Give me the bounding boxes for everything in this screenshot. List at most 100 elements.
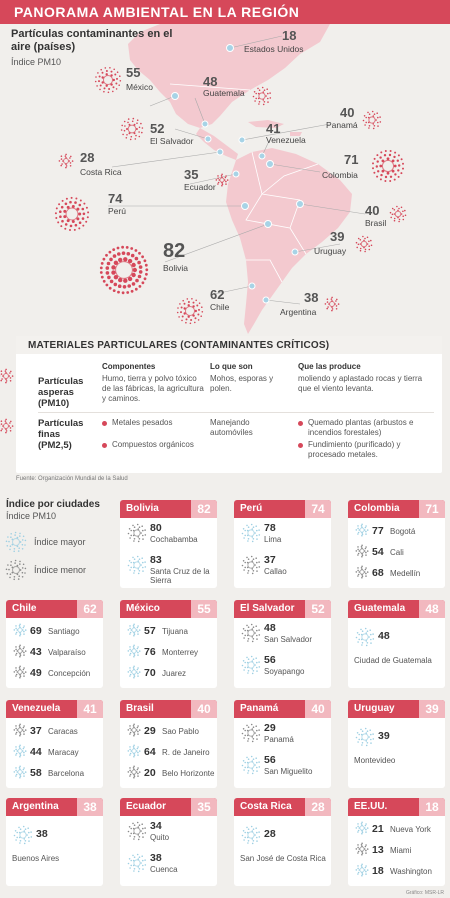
- city-name: San José de Costa Rica: [240, 854, 326, 863]
- city-value: 58: [30, 767, 42, 779]
- particle-cluster: [252, 86, 272, 106]
- particle-icon: [241, 755, 261, 775]
- city-value: 57: [144, 625, 156, 637]
- city-card: Guatemala 48 48 Ciudad de Guatemala: [348, 600, 445, 688]
- fine-name: Partículas finas (PM2,5): [38, 418, 84, 451]
- fine-produce-2: Fundimiento (purificado) y procesado met…: [308, 440, 401, 459]
- particle-cluster: [99, 245, 149, 295]
- city-card: Panamá 40 29 Panamá 56 San Miguelito: [234, 700, 331, 788]
- materials-panel: MATERIALES PARTICULARES (CONTAMINANTES C…: [16, 336, 442, 473]
- city-name: Bogotá: [390, 527, 416, 536]
- city-name: Cuenca: [150, 865, 178, 874]
- particle-cluster: [120, 117, 144, 141]
- card-country: Perú: [240, 503, 263, 514]
- card-country-value: 18: [419, 798, 445, 816]
- source-note: Fuente: Organización Mundial de la Salud: [16, 476, 128, 482]
- particle-icon: [355, 821, 369, 835]
- col-components: Componentes: [102, 362, 156, 371]
- card-country: El Salvador: [240, 603, 295, 614]
- country-label: Perú: [108, 206, 126, 216]
- country-value: 40: [340, 105, 355, 120]
- particle-icon: [127, 665, 141, 679]
- city-name: San Salvador: [264, 635, 313, 644]
- city-name: Buenos Aires: [12, 854, 60, 863]
- particle-icon: [13, 623, 27, 637]
- card-country: Uruguay: [354, 703, 395, 714]
- city-value: 54: [372, 546, 384, 558]
- card-header: Venezuela 41: [6, 700, 103, 718]
- bullet-dot: [298, 421, 303, 426]
- city-row: 83 Santa Cruz de la Sierra: [120, 554, 217, 585]
- coarse-name: Partículas asperas (PM10): [38, 376, 84, 409]
- south-america-landmass: [226, 148, 352, 334]
- legend-icons: [5, 531, 27, 581]
- country-value: 38: [304, 290, 319, 305]
- city-name: Concepción: [48, 669, 91, 678]
- fine-produce-1: Quemado plantas (arbustos e incendios fo…: [308, 418, 414, 437]
- card-header: Colombia 71: [348, 500, 445, 518]
- country-label: Guatemala: [203, 88, 245, 98]
- city-row: 58 Barcelona: [6, 764, 103, 784]
- city-name: Miami: [390, 846, 412, 855]
- city-value: 48: [264, 622, 276, 634]
- fine-component-2: Compuestos orgánicos: [112, 440, 194, 449]
- country-value: 40: [365, 203, 380, 218]
- city-value: 39: [378, 730, 390, 742]
- particle-icon: [355, 523, 369, 537]
- card-header: Ecuador 35: [120, 798, 217, 816]
- city-row: 56 Soyapango: [234, 654, 331, 684]
- legend-high-label: Índice mayor: [34, 537, 86, 547]
- city-value: 78: [264, 522, 276, 534]
- particle-cluster: [389, 205, 407, 223]
- particle-icon: [127, 644, 141, 658]
- city-value: 37: [30, 725, 42, 737]
- city-card: Colombia 71 77 Bogotá 54 Cali 68 Medellín: [348, 500, 445, 588]
- city-name: Montevideo: [354, 756, 396, 765]
- card-country: Argentina: [12, 801, 59, 812]
- central-america-landmass: [196, 128, 238, 160]
- cities-title: Índice por ciudades: [6, 499, 100, 510]
- particle-icon: [127, 723, 141, 737]
- city-name: Soyapango: [264, 667, 305, 676]
- col-produce: Que las produce: [298, 362, 361, 371]
- city-card: Perú 74 78 Lima 37 Callao: [234, 500, 331, 588]
- city-value: 38: [150, 852, 162, 864]
- city-value: 29: [264, 722, 276, 734]
- country-label: Estados Unidos: [244, 44, 304, 54]
- city-value: 13: [372, 844, 384, 856]
- city-name: Cochabamba: [150, 535, 198, 544]
- city-row: 37 Callao: [234, 554, 331, 584]
- city-value: 77: [372, 525, 384, 537]
- city-name: Panamá: [264, 735, 294, 744]
- city-name: Quito: [150, 833, 170, 842]
- particle-icon: [241, 623, 261, 643]
- country-value: 39: [330, 229, 345, 244]
- country-value: 28: [80, 150, 95, 165]
- city-name: Maracay: [48, 748, 79, 757]
- card-country-value: 74: [305, 500, 331, 518]
- city-row: 29 Sao Pablo: [120, 722, 217, 742]
- city-name: San Miguelito: [264, 767, 313, 776]
- cities-subtitle: Índice PM10: [6, 511, 57, 521]
- city-value: 70: [144, 667, 156, 679]
- particle-icon: [355, 544, 369, 558]
- city-card: Uruguay 39 39 Montevideo: [348, 700, 445, 788]
- city-value: 80: [150, 522, 162, 534]
- particle-icon: [13, 825, 33, 845]
- city-value: 21: [372, 823, 384, 835]
- country-value: 18: [282, 28, 297, 43]
- card-country: Costa Rica: [240, 801, 292, 812]
- particle-icon: [13, 644, 27, 658]
- city-row: 37 Caracas: [6, 722, 103, 742]
- americas-map: [54, 24, 407, 334]
- map-title: Partículas contaminantes en el aire (paí…: [11, 28, 173, 53]
- coarse-what: Mohos, esporas y polen.: [210, 374, 274, 393]
- city-card: Bolivia 82 80 Cochabamba 83 Santa Cruz de l…: [120, 500, 217, 588]
- city-row: 69 Santiago: [6, 622, 103, 642]
- city-value: 44: [30, 746, 42, 758]
- card-header: El Salvador 52: [234, 600, 331, 618]
- city-row: 28 San José de Costa Rica: [234, 824, 331, 863]
- card-country-value: 28: [305, 798, 331, 816]
- city-name: Valparaíso: [48, 648, 86, 657]
- city-row: 38 Cuenca: [120, 852, 217, 882]
